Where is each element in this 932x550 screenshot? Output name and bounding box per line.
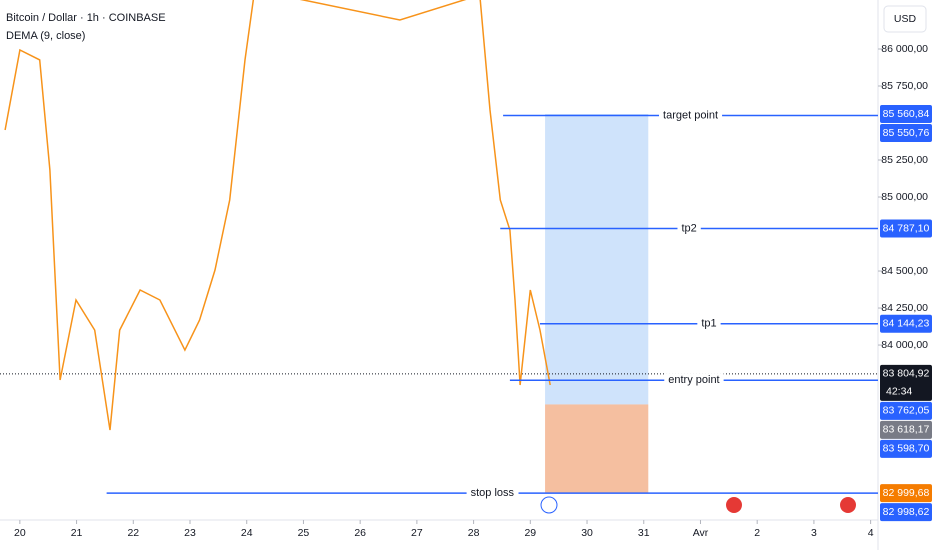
flag-icon[interactable] — [726, 497, 742, 513]
flag-icon[interactable] — [840, 497, 856, 513]
price-label: 84 787,10 — [883, 222, 930, 234]
x-tick-label: 31 — [638, 527, 650, 539]
x-tick-label: 3 — [811, 527, 817, 539]
level-label-bg — [697, 316, 721, 331]
price-label: 83 804,92 — [883, 368, 930, 380]
price-label: 82 998,62 — [883, 506, 930, 518]
y-tick-label: 84 000,00 — [881, 339, 928, 351]
price-label-box — [880, 124, 932, 143]
loss-zone — [545, 404, 649, 494]
x-tick-label: 26 — [354, 527, 366, 539]
price-label: 85 560,84 — [883, 108, 930, 120]
y-tick-label: 84 500,00 — [881, 265, 928, 277]
x-tick-label: 21 — [71, 527, 83, 539]
x-tick-label: 29 — [524, 527, 536, 539]
price-label-box — [880, 420, 932, 439]
price-label-box — [880, 364, 932, 401]
price-label: 82 999,68 — [883, 487, 930, 499]
currency-label[interactable]: USD — [894, 13, 917, 25]
level-label: stop loss — [471, 487, 515, 499]
price-label-box — [880, 484, 932, 503]
price-label-box — [880, 219, 932, 238]
level-label: target point — [663, 109, 718, 121]
profit-zone — [545, 114, 649, 405]
x-tick-label: 27 — [411, 527, 423, 539]
y-tick-label: 86 000,00 — [881, 43, 928, 55]
indicator-label: DEMA (9, close) — [6, 30, 85, 42]
level-label-bg — [466, 486, 519, 501]
x-tick-label: 30 — [581, 527, 593, 539]
level-label-bg — [664, 373, 724, 388]
y-tick-label: 85 000,00 — [881, 191, 928, 203]
level-label-bg — [659, 108, 723, 123]
y-tick-label: 84 250,00 — [881, 302, 928, 314]
price-line — [4, 0, 551, 431]
countdown-label: 42:34 — [886, 386, 912, 398]
price-label: 84 144,23 — [883, 317, 930, 329]
price-label-box — [880, 439, 932, 458]
x-tick-label: 28 — [468, 527, 480, 539]
y-tick-label: 85 750,00 — [881, 80, 928, 92]
price-label: 85 550,76 — [883, 127, 930, 139]
price-label-box — [880, 503, 932, 522]
price-label: 83 618,17 — [883, 424, 930, 436]
x-tick-label: 2 — [754, 527, 760, 539]
price-label: 83 598,70 — [883, 443, 930, 455]
level-label-bg — [677, 221, 701, 236]
level-label: tp1 — [701, 318, 716, 330]
event-icon[interactable] — [540, 496, 558, 514]
price-label-box — [880, 401, 932, 420]
y-tick-label: 85 250,00 — [881, 154, 928, 166]
level-label: entry point — [668, 374, 719, 386]
x-tick-label: 22 — [127, 527, 139, 539]
level-label: tp2 — [681, 222, 696, 234]
price-label-box — [880, 105, 932, 124]
x-tick-label: 24 — [241, 527, 253, 539]
x-tick-label: 25 — [298, 527, 310, 539]
price-label-box — [880, 314, 932, 333]
x-tick-label: 4 — [868, 527, 874, 539]
x-tick-label: 23 — [184, 527, 196, 539]
overlay: target point tp2 tp1 entry point stop loss — [466, 108, 724, 501]
currency-button[interactable] — [883, 5, 927, 33]
x-tick-label: Avr — [693, 527, 709, 539]
price-label: 83 762,05 — [883, 405, 930, 417]
chart-title: Bitcoin / Dollar · 1h · COINBASE — [6, 12, 166, 24]
x-tick-label: 20 — [14, 527, 26, 539]
